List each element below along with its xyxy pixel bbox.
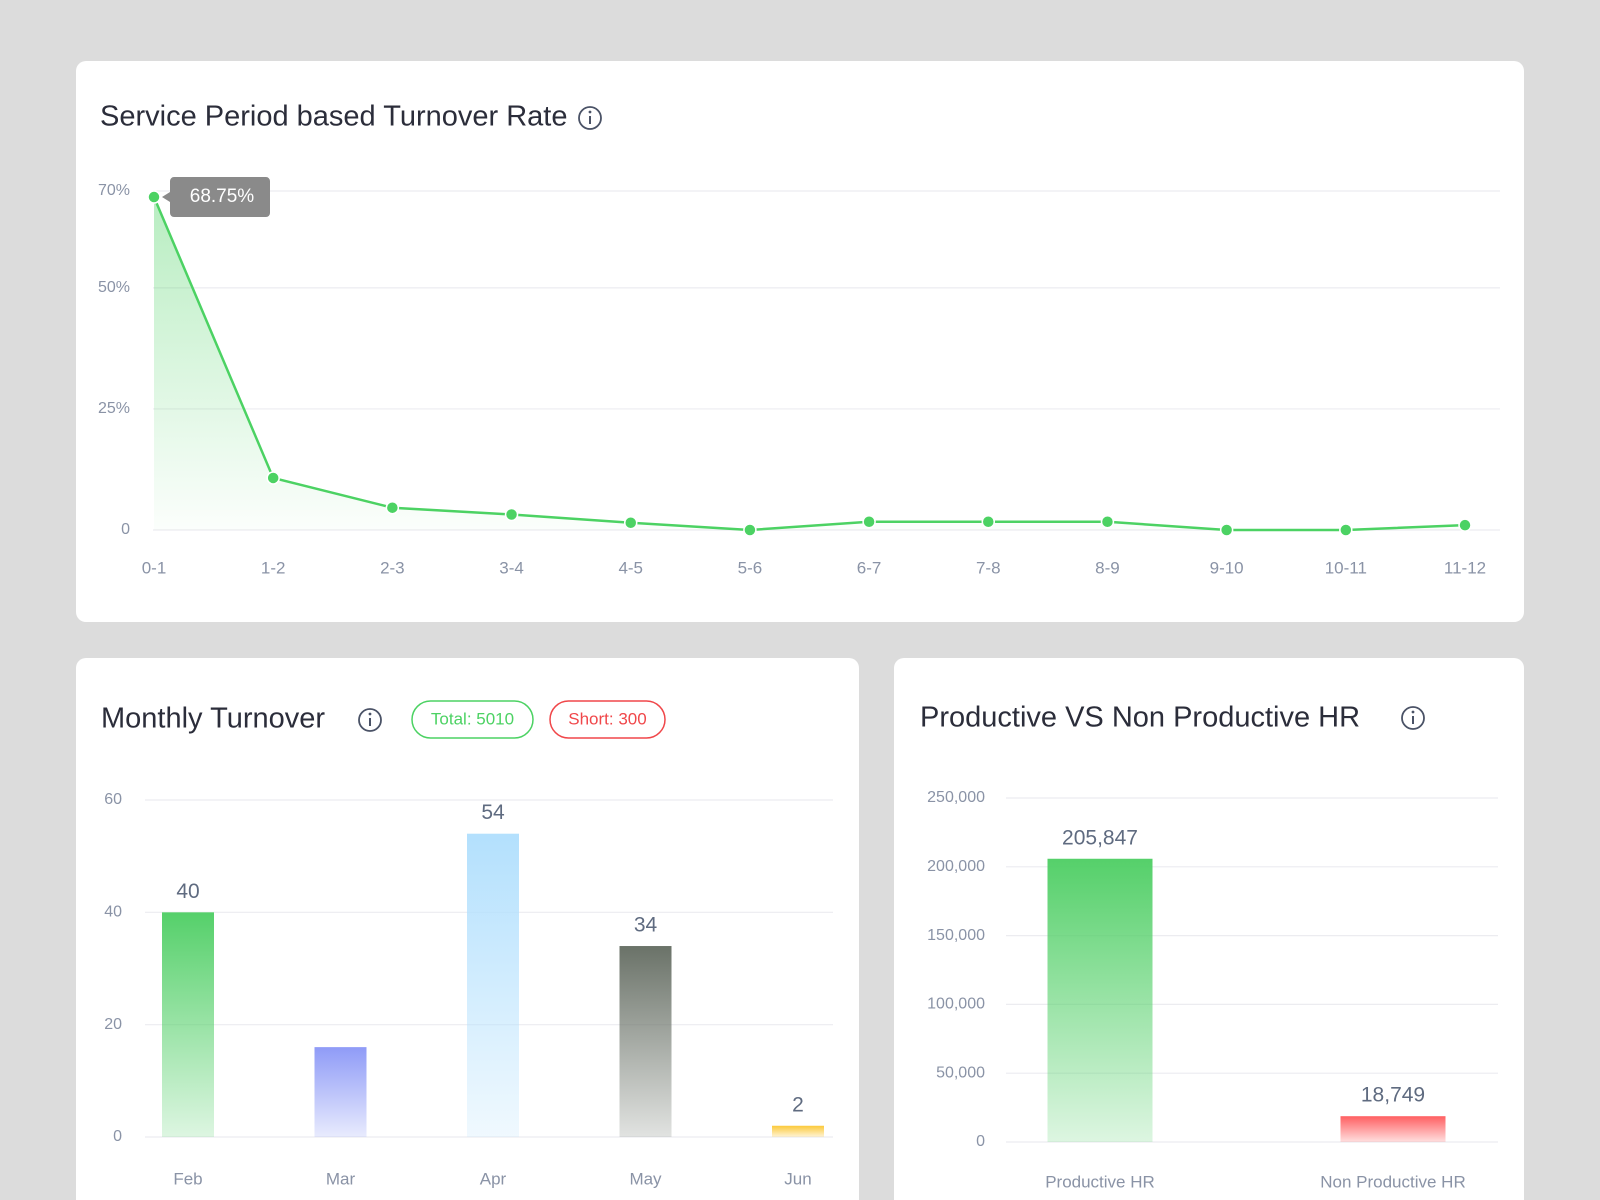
info-icon [1401,706,1425,730]
point [1100,515,1115,529]
point [623,515,638,530]
x-tick-label: Feb [173,1169,202,1188]
point [504,507,519,522]
info-icon [358,708,382,732]
value-label: 54 [481,801,505,824]
chart-title: Service Period based Turnover Rate [100,101,567,133]
info-icon [1411,710,1415,714]
y-tick-label: 0 [976,1133,985,1150]
value-label: 40 [176,880,199,903]
value-label: 18,749 [1361,1084,1425,1107]
line [152,196,1466,532]
y-tick-label: 0 [113,1128,122,1145]
point [1219,523,1234,537]
value-label: 34 [634,914,658,937]
badge [549,700,666,739]
x-tick-label: 3-4 [499,558,524,577]
bar [162,912,214,1137]
info-icon [578,106,602,130]
x-tick-label: 8-9 [1095,558,1120,577]
info-icon [588,110,592,114]
point [862,515,876,529]
y-tick-label: 50,000 [936,1064,985,1081]
bar [467,833,519,1137]
chart-title: Monthly Turnover [101,703,325,735]
x-tick-label: 2-3 [380,558,405,577]
y-tick-label: 40 [104,904,122,921]
x-tick-label: Productive HR [1045,1172,1155,1191]
value-label: 2 [792,1093,804,1116]
x-tick-label: 10-11 [1325,558,1367,577]
x-tick-label: Non Productive HR [1320,1172,1466,1191]
bar [1047,858,1153,1142]
point [266,471,280,485]
y-tick-label: 100,000 [927,996,985,1013]
x-tick-label: Apr [480,1169,507,1188]
x-tick-label: 5-6 [738,558,763,577]
tooltip [162,177,270,218]
x-tick-label: 11-12 [1444,558,1486,577]
y-tick-label: 250,000 [927,789,985,806]
value-label: 205,847 [1062,826,1138,849]
y-tick-label: 200,000 [927,858,985,875]
y-tick-label: 50% [98,279,130,296]
point [981,515,996,529]
point [1339,523,1353,537]
point [385,500,400,515]
y-tick-label: 20 [104,1016,122,1033]
x-tick-label: 7-8 [976,558,1001,577]
y-tick-label: 70% [98,182,130,199]
card [76,61,1524,622]
info-icon [368,712,372,716]
point [147,190,161,204]
y-tick-label: 150,000 [927,927,985,944]
bar [772,1125,824,1137]
x-tick-label: 6-7 [857,558,882,577]
y-tick-label: 60 [104,791,122,808]
point [743,523,757,537]
x-tick-label: 1-2 [261,558,286,577]
chart-title: Productive VS Non Productive HR [920,702,1360,734]
x-tick-label: May [629,1169,662,1188]
y-tick-label: 25% [98,400,130,417]
point [1458,518,1472,532]
x-tick-label: 0-1 [142,558,167,577]
x-tick-label: 4-5 [618,558,643,577]
bar [619,946,672,1137]
bar [314,1047,367,1137]
badge [411,700,534,739]
x-tick-label: 9-10 [1210,558,1244,577]
badge-text: Total: 5010 [431,709,514,728]
area [154,197,1465,530]
bar [1340,1116,1446,1142]
x-tick-label: Mar [326,1169,356,1188]
y-tick-label: 0 [121,521,130,538]
x-tick-label: Jun [784,1169,811,1188]
badge-text: Short: 300 [568,709,646,728]
tooltip-text: 68.75% [190,186,255,207]
